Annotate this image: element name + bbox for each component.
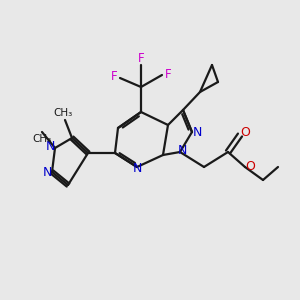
Text: N: N [42,167,52,179]
Text: N: N [45,140,55,154]
Text: F: F [111,70,117,83]
Text: O: O [240,125,250,139]
Text: N: N [192,125,202,139]
Text: O: O [245,160,255,172]
Text: CH₃: CH₃ [32,134,52,144]
Text: N: N [177,145,187,158]
Text: F: F [165,68,171,80]
Text: CH₃: CH₃ [53,108,73,118]
Text: N: N [132,161,142,175]
Text: F: F [138,52,144,65]
